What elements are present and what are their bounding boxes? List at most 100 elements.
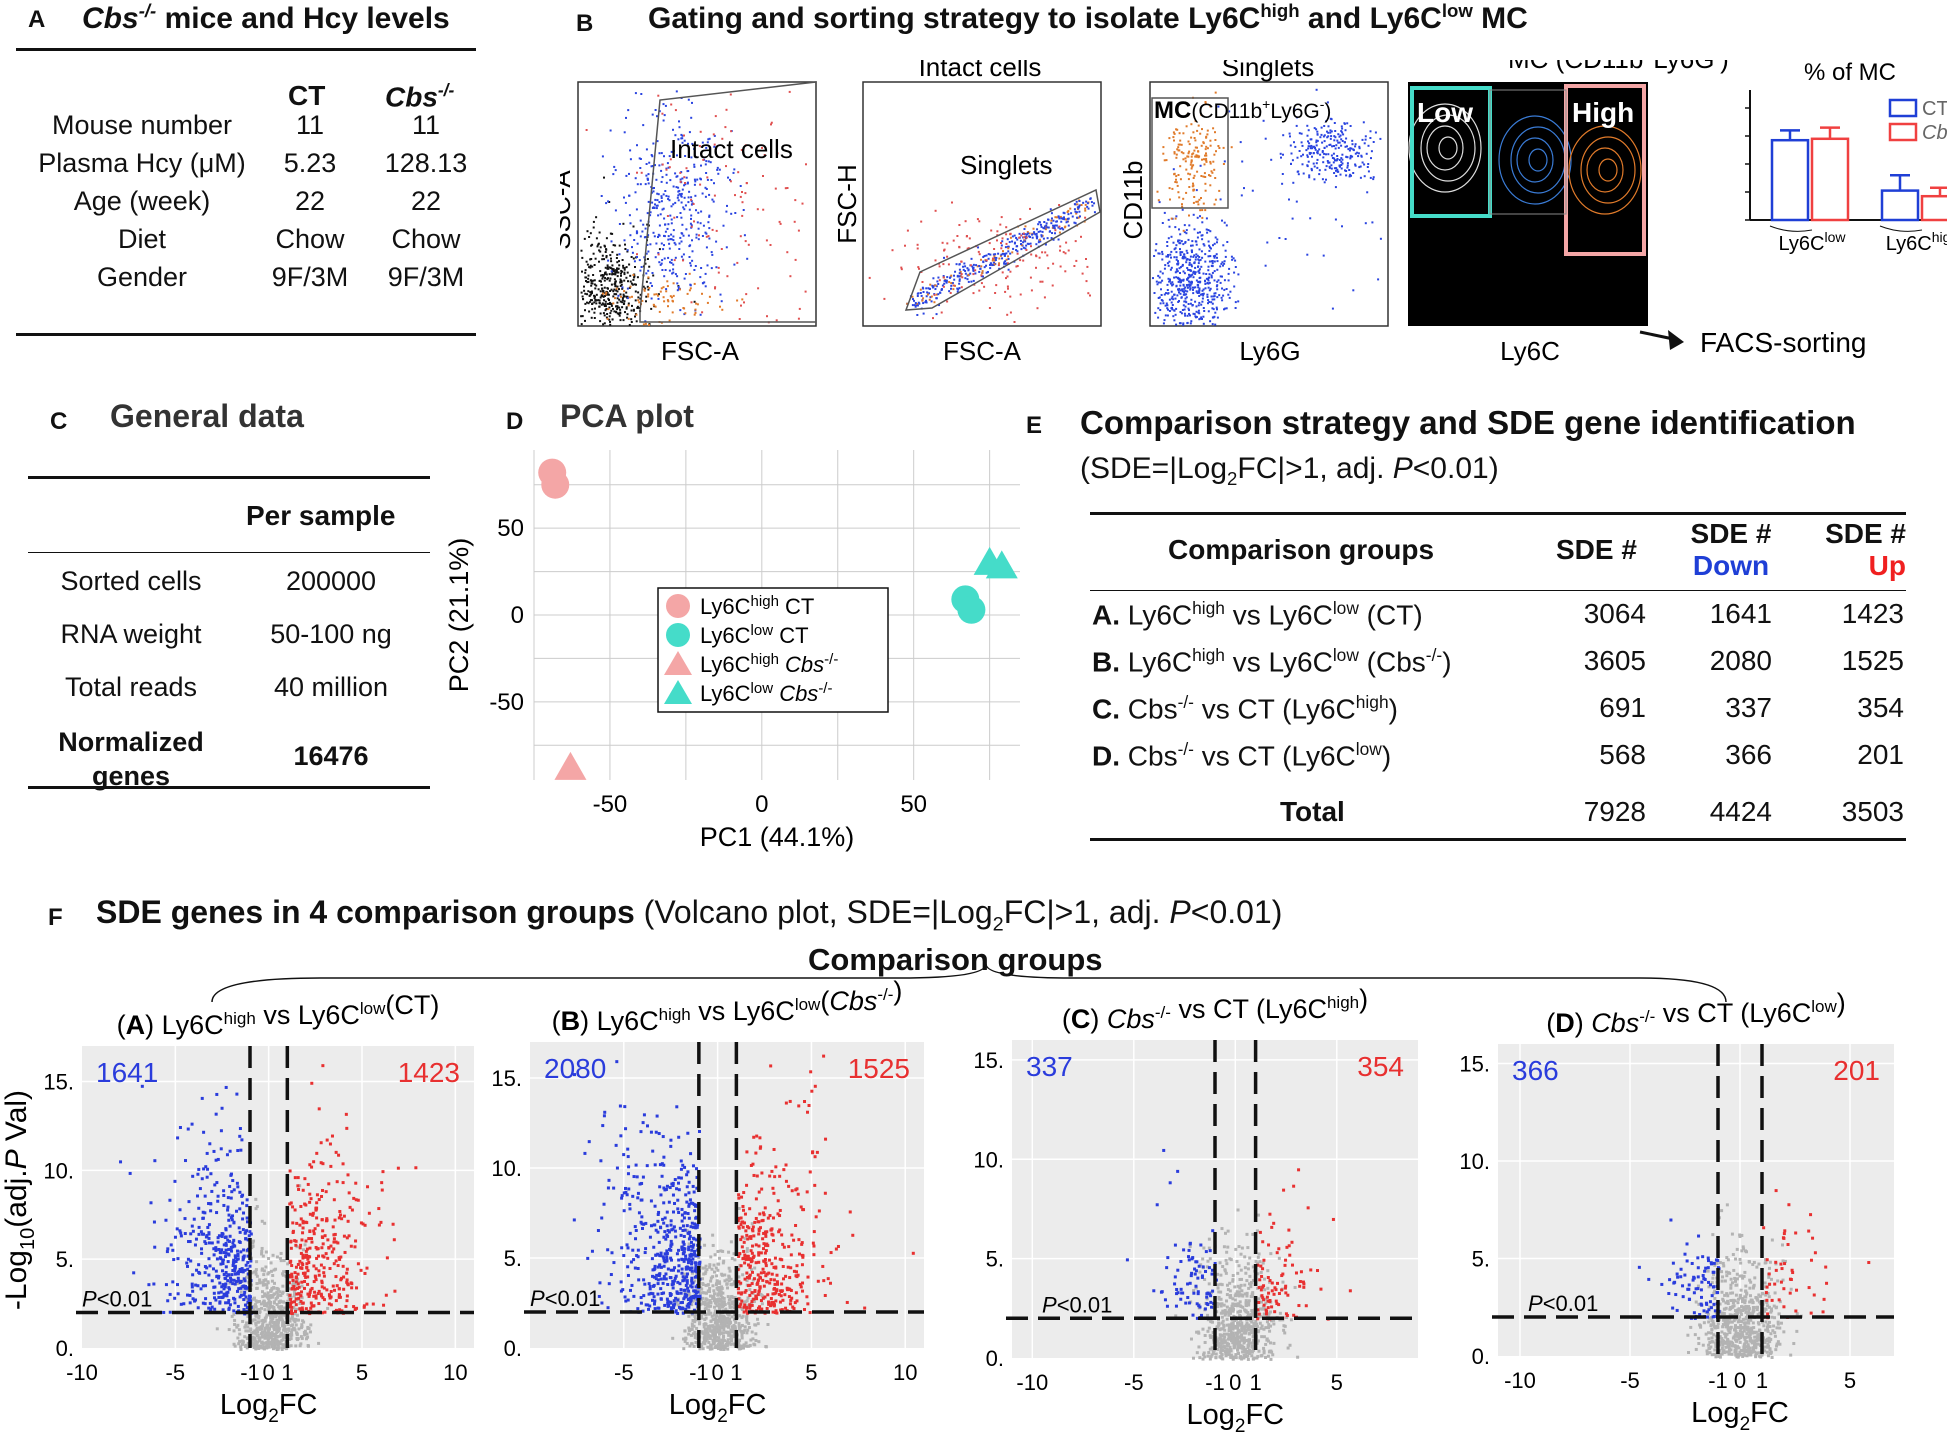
- facs-dot: [1043, 296, 1046, 299]
- facs-dot: [616, 301, 619, 304]
- volcano-point-ns: [713, 1337, 717, 1341]
- facs-dot: [1187, 238, 1190, 241]
- volcano-point-ns: [272, 1281, 276, 1285]
- volcano-point-down: [190, 1224, 194, 1228]
- facs-dot: [1195, 256, 1198, 259]
- facs-dot: [582, 298, 584, 300]
- facs-dot: [619, 300, 622, 303]
- facs-dot: [797, 317, 800, 320]
- volcano-point-up: [350, 1208, 354, 1212]
- facs-dot: [1164, 314, 1167, 317]
- facs-dot: [1189, 302, 1192, 305]
- volcano-point-ns: [243, 1335, 247, 1339]
- facs-dot: [700, 267, 703, 269]
- volcano-point-down: [239, 1286, 243, 1290]
- facs-dot: [1208, 273, 1211, 276]
- volcano-point-ns: [729, 1295, 733, 1299]
- facs-dot: [1173, 172, 1176, 175]
- facs-dot: [1175, 153, 1178, 156]
- volcano-point-down: [232, 1309, 236, 1313]
- volcano-point-ns: [250, 1331, 254, 1335]
- volcano-point-ns: [287, 1328, 291, 1332]
- facs-dot: [663, 235, 666, 238]
- facs-dot: [1085, 200, 1088, 203]
- volcano-point-up: [328, 1266, 332, 1270]
- volcano-xtick-label: -1: [240, 1360, 260, 1385]
- volcano-point-ns: [721, 1249, 725, 1253]
- volcano-point-down: [209, 1172, 213, 1176]
- volcano-point-down: [205, 1234, 209, 1238]
- facs-dot: [672, 185, 675, 188]
- volcano-point-up: [337, 1293, 341, 1297]
- facs-dot: [708, 215, 711, 218]
- volcano-point-ns: [278, 1290, 282, 1294]
- facs-dot: [704, 285, 707, 288]
- facs-dot: [977, 250, 980, 253]
- pca-xtick-label: -50: [593, 791, 628, 818]
- facs-dot: [958, 224, 961, 226]
- volcano-point-up: [305, 1253, 309, 1257]
- volcano-point-up: [319, 1141, 323, 1145]
- volcano-point-down: [235, 1289, 239, 1293]
- facs-dot: [698, 145, 701, 148]
- facs-dot: [1015, 265, 1018, 268]
- facs-dot: [958, 272, 961, 275]
- volcano-point-ns: [690, 1303, 694, 1307]
- volcano-point-down: [230, 1218, 234, 1222]
- facs-dot: [669, 295, 672, 298]
- volcano-point-down: [647, 1292, 651, 1296]
- volcano-point-up: [299, 1243, 303, 1247]
- volcano-point-ns: [244, 1343, 248, 1347]
- volcano-point-ns: [275, 1255, 279, 1259]
- volcano-point-up: [301, 1254, 305, 1258]
- facs-dot: [1178, 132, 1181, 135]
- volcano-point-ns: [718, 1319, 722, 1323]
- volcano-point-ns: [275, 1331, 279, 1335]
- facs-dot: [689, 244, 692, 247]
- volcano-point-up: [327, 1302, 331, 1306]
- volcano-point-ns: [276, 1295, 280, 1299]
- facs-dot: [584, 271, 587, 274]
- facs-dot: [668, 319, 671, 322]
- facs-dot: [1198, 268, 1201, 271]
- facs-dot: [679, 236, 682, 239]
- facs-dot: [938, 279, 941, 282]
- volcano-point-down: [648, 1287, 652, 1291]
- facs-dot: [601, 292, 604, 295]
- volcano-point-up: [322, 1298, 326, 1302]
- volcano-point-ns: [278, 1257, 282, 1261]
- facs-dot: [1178, 267, 1181, 270]
- facs-dot: [1005, 233, 1008, 236]
- volcano-point-ns: [690, 1324, 694, 1328]
- facs-dot: [669, 158, 672, 161]
- volcano-point-ns: [255, 1282, 259, 1286]
- facs-dot: [1213, 256, 1216, 259]
- facs-dot: [970, 280, 973, 283]
- facs-dot: [604, 277, 607, 279]
- facs-dot: [1062, 216, 1065, 219]
- facs-dot: [1209, 320, 1212, 323]
- volcano-point-ns: [280, 1346, 284, 1350]
- volcano-point-up: [310, 1304, 314, 1308]
- facs-dot: [1297, 170, 1300, 173]
- facs-dot: [1300, 155, 1303, 158]
- volcano-point-down: [230, 1273, 234, 1277]
- volcano-point-ns: [262, 1282, 266, 1286]
- facs-dot: [696, 303, 699, 306]
- facs-dot: [610, 260, 613, 263]
- facs-dot: [1038, 238, 1041, 241]
- volcano-point-down: [226, 1205, 230, 1209]
- volcano-point-up: [303, 1177, 307, 1181]
- volcano-point-ns: [300, 1296, 304, 1300]
- facs-dot: [614, 281, 617, 284]
- pca-ytick-label: 50: [497, 515, 524, 542]
- facs-dot: [707, 138, 710, 141]
- facs-dot: [619, 308, 622, 311]
- facs-dot: [929, 283, 932, 286]
- facs-dot: [1209, 144, 1212, 147]
- volcano-point-up: [314, 1278, 318, 1282]
- facs-dot: [639, 167, 642, 169]
- volcano-point-down: [227, 1253, 231, 1257]
- facs-dot: [1009, 311, 1012, 314]
- facs-dot: [587, 280, 590, 283]
